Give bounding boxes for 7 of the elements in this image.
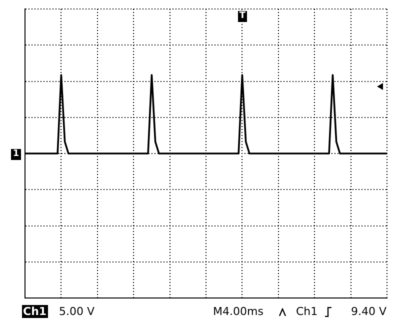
channel-marker-icon: 1 (11, 149, 21, 160)
text: Ch1 (22, 305, 48, 318)
text: M4.00ms (213, 305, 264, 318)
text: Ch1 (296, 305, 318, 318)
trigger-marker-icon: T (238, 11, 247, 22)
text: 9.40 V (351, 305, 387, 318)
text: 5.00 V (59, 305, 95, 318)
